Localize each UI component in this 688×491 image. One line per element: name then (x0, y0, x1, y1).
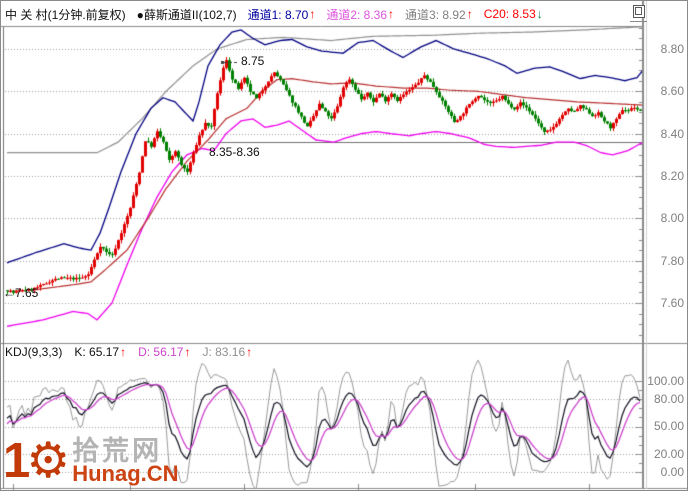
kdj-axis-label: 100.00 (647, 374, 684, 388)
price-axis-label: 7.60 (660, 296, 684, 310)
kdj-j-text: J: 83.16 (202, 345, 246, 359)
kdj-axis-label: 50.00 (653, 419, 684, 433)
price-axis-label: 8.20 (660, 169, 684, 183)
up-arrow-icon: ↑ (309, 7, 316, 21)
price-axis-label: 8.60 (660, 84, 684, 98)
price-axis-label: 7.80 (660, 254, 684, 268)
kdj-axis-label: 0.00 (660, 465, 684, 479)
channel3-text: 通道3: 8.92 (405, 7, 466, 22)
kdj-d-text: D: 56.17 (138, 345, 184, 359)
symbol-title[interactable]: 中 关 村(1分钟.前复权) (5, 7, 126, 22)
down-arrow-icon: ↓ (536, 7, 543, 21)
range-annotation: 8.35-8.36 (209, 145, 260, 159)
price-axis-label: 8.00 (660, 211, 684, 225)
low-annotation: ←7.65 (3, 286, 39, 300)
high-annotation: 8.75 (241, 54, 265, 68)
price-axis-label: 8.80 (660, 42, 684, 56)
c20-value: C20: 8.53 ↓ (484, 7, 543, 21)
kdj-axis-label: 80.00 (653, 392, 684, 406)
price-axis-label: 8.40 (660, 127, 684, 141)
kdj-d-value: D: 56.17 ↑ (138, 345, 190, 359)
kdj-title[interactable]: KDJ(9,3,3) (5, 345, 63, 359)
pane-icon-underline (630, 21, 647, 22)
kdj-header: KDJ(9,3,3) K: 65.17 ↑ D: 56.17 ↑ J: 83.1… (5, 345, 252, 359)
up-arrow-icon: ↑ (388, 7, 395, 21)
kdj-axis-label: 20.00 (653, 447, 684, 461)
site-watermark: 1⚙ 拾荒网 Hunag.CN (3, 435, 179, 487)
up-arrow-icon: ↑ (466, 7, 473, 21)
up-arrow-icon: ↑ (184, 345, 191, 359)
channel2-text: 通道2: 8.36 (326, 7, 388, 22)
kdj-j-value: J: 83.16 ↑ (202, 345, 252, 359)
c20-text: C20: 8.53 (483, 7, 536, 21)
channel1-text: 通道1: 8.70 (247, 7, 309, 22)
watermark-domain: Hunag.CN (72, 461, 179, 486)
watermark-site-name: 拾荒网 (72, 436, 163, 466)
kdj-k-text: K: 65.17 (74, 345, 120, 359)
up-arrow-icon: ↑ (120, 345, 127, 359)
channel1-value: 通道1: 8.70 ↑ (248, 6, 316, 23)
up-arrow-icon: ↑ (246, 345, 253, 359)
restore-pane-icon[interactable] (633, 5, 645, 18)
indicator-name[interactable]: ●薛斯通道II(102,7) (136, 7, 237, 22)
channel2-value: 通道2: 8.36 ↑ (326, 6, 394, 23)
main-chart-header: 中 关 村(1分钟.前复权) ●薛斯通道II(102,7) 通道1: 8.70 … (5, 5, 543, 23)
kdj-k-value: K: 65.17 ↑ (74, 345, 126, 359)
channel3-value: 通道3: 8.92 ↑ (405, 6, 473, 23)
watermark-logo-icon: 1⚙ (3, 434, 70, 488)
